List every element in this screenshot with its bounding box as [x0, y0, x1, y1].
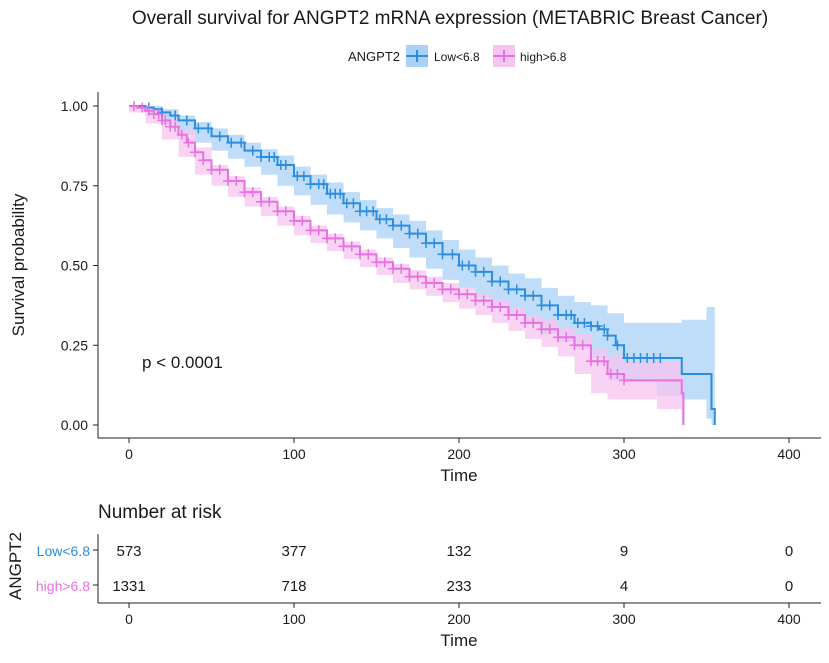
legend-title: ANGPT2 [348, 49, 400, 64]
confidence-bands [129, 106, 715, 425]
x-axis-label: Time [440, 466, 477, 485]
risk-cell: 0 [785, 543, 793, 560]
p-value-annotation: p < 0.0001 [142, 353, 223, 372]
legend-label-low: Low<6.8 [434, 50, 480, 64]
x-tick-label: 0 [125, 446, 133, 462]
x-tick-label: 200 [447, 446, 471, 462]
risk-x-tick-label: 300 [612, 611, 636, 627]
risk-cell: 573 [116, 543, 141, 560]
y-tick-label: 0.25 [61, 337, 88, 353]
x-ticks: 0 100 200 300 400 [125, 438, 801, 462]
risk-cell: 233 [446, 578, 471, 595]
risk-x-tick-label: 400 [777, 611, 801, 627]
risk-cell: 4 [620, 578, 628, 595]
y-tick-label: 0.75 [61, 178, 88, 194]
risk-table-rows: Low<6.8 573 377 132 9 0 high>6.8 1331 718 233 4 0 [36, 543, 793, 595]
confidence-band-1 [129, 106, 684, 425]
y-tick-label: 0.50 [61, 258, 88, 274]
x-tick-label: 300 [612, 446, 636, 462]
censor-marks [128, 101, 666, 386]
risk-x-tick-label: 100 [282, 611, 306, 627]
y-ticks: 0.00 0.25 0.50 0.75 1.00 [61, 98, 98, 433]
risk-x-tick-label: 200 [447, 611, 471, 627]
x-tick-label: 100 [282, 446, 306, 462]
risk-x-tick-label: 0 [125, 611, 133, 627]
risk-x-ticks: 0 100 200 300 400 [125, 603, 801, 627]
risk-x-axis-label: Time [440, 631, 477, 650]
legend: ANGPT2 Low<6.8 high>6.8 [348, 45, 567, 67]
risk-table-title: Number at risk [98, 502, 222, 523]
risk-cell: 377 [281, 543, 306, 560]
y-tick-label: 0.00 [61, 417, 88, 433]
risk-cell: 132 [446, 543, 471, 560]
risk-table-ylabel: ANGPT2 [6, 532, 25, 600]
y-tick-label: 1.00 [61, 98, 88, 114]
x-tick-label: 400 [777, 446, 801, 462]
y-axis-label: Survival probability [9, 193, 28, 336]
legend-label-high: high>6.8 [520, 50, 567, 64]
chart-title: Overall survival for ANGPT2 mRNA express… [132, 8, 768, 29]
risk-cell: 718 [281, 578, 306, 595]
risk-row-label: Low<6.8 [37, 543, 91, 559]
risk-cell: 0 [785, 578, 793, 595]
risk-cell: 9 [620, 543, 628, 560]
risk-cell: 1331 [112, 578, 145, 595]
risk-row-label: high>6.8 [36, 578, 90, 594]
